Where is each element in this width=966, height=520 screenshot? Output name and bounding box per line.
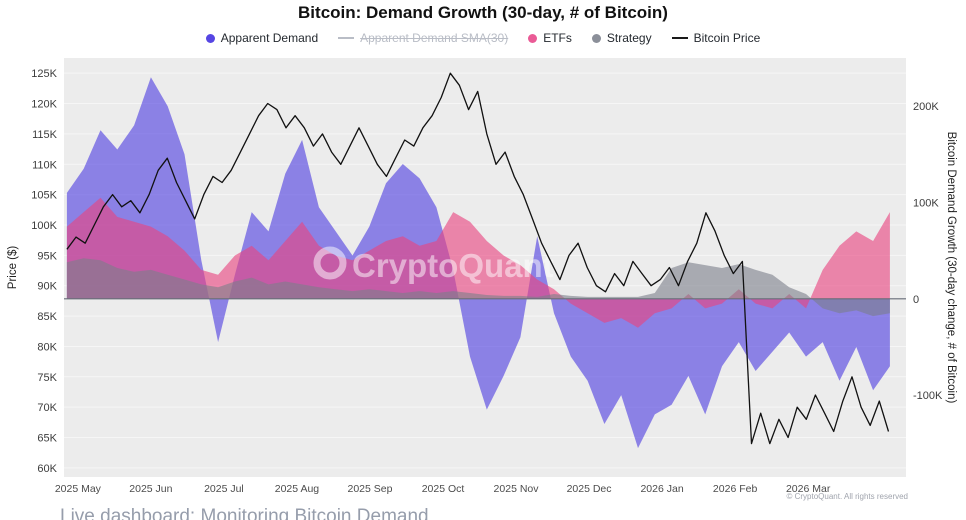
legend-label: Apparent Demand	[220, 31, 319, 45]
svg-text:2026 Feb: 2026 Feb	[713, 483, 758, 495]
sma-marker-icon	[338, 37, 355, 39]
copyright-text: © CryptoQuant. All rights reserved	[786, 492, 909, 501]
legend-label: Apparent Demand SMA(30)	[360, 31, 509, 45]
strategy-marker-icon	[591, 33, 601, 43]
svg-text:2025 Nov: 2025 Nov	[494, 483, 540, 495]
svg-text:2025 Dec: 2025 Dec	[567, 483, 612, 495]
svg-text:2025 Jul: 2025 Jul	[204, 483, 244, 495]
legend-item-strategy[interactable]: Strategy	[591, 31, 652, 45]
apparent-demand-marker-icon	[205, 33, 215, 43]
etfs-marker-icon	[528, 33, 538, 43]
svg-text:75K: 75K	[37, 372, 57, 384]
svg-text:105K: 105K	[31, 190, 57, 202]
legend-item-etfs[interactable]: ETFs	[528, 31, 572, 45]
svg-text:65K: 65K	[37, 433, 57, 445]
chart-title: Bitcoin: Demand Growth (30-day, # of Bit…	[298, 3, 668, 22]
svg-text:85K: 85K	[37, 311, 57, 323]
svg-text:115K: 115K	[32, 129, 58, 141]
svg-text:200K: 200K	[913, 101, 939, 113]
svg-text:2025 Oct: 2025 Oct	[422, 483, 465, 495]
svg-text:90K: 90K	[37, 281, 57, 293]
svg-text:95K: 95K	[37, 250, 57, 262]
svg-text:70K: 70K	[37, 402, 57, 414]
svg-text:Bitcoin Demand Growth (30-day: Bitcoin Demand Growth (30-day change, # …	[945, 132, 957, 404]
svg-text:120K: 120K	[31, 99, 57, 111]
svg-text:-100K: -100K	[913, 390, 943, 402]
chart-legend: Apparent Demand Apparent Demand SMA(30) …	[0, 31, 966, 45]
legend-label: ETFs	[543, 31, 572, 45]
svg-text:0: 0	[913, 294, 919, 306]
svg-text:60K: 60K	[37, 463, 57, 475]
svg-text:2025 Jun: 2025 Jun	[129, 483, 172, 495]
svg-text:2026 Jan: 2026 Jan	[640, 483, 683, 495]
svg-text:2025 Sep: 2025 Sep	[347, 483, 392, 495]
svg-text:100K: 100K	[31, 220, 57, 232]
legend-label: Strategy	[606, 31, 652, 45]
svg-text:100K: 100K	[913, 197, 939, 209]
svg-text:125K: 125K	[31, 68, 57, 80]
page-caption: Live dashboard: Monitoring Bitcoin Deman…	[60, 506, 429, 520]
svg-text:110K: 110K	[32, 159, 58, 171]
svg-text:Price ($): Price ($)	[7, 246, 19, 290]
svg-text:2025 Aug: 2025 Aug	[275, 483, 320, 495]
svg-text:2025 May: 2025 May	[55, 483, 102, 495]
svg-text:2026 Mar: 2026 Mar	[786, 483, 831, 495]
bitcoin-price-marker-icon	[671, 37, 688, 39]
legend-item-apparent-demand[interactable]: Apparent Demand	[205, 31, 319, 45]
legend-item-apparent-demand-sma[interactable]: Apparent Demand SMA(30)	[338, 31, 508, 45]
legend-label: Bitcoin Price	[693, 31, 761, 45]
svg-text:80K: 80K	[37, 341, 57, 353]
svg-text:CryptoQuant: CryptoQuant	[352, 247, 554, 284]
legend-item-bitcoin-price[interactable]: Bitcoin Price	[671, 31, 761, 45]
